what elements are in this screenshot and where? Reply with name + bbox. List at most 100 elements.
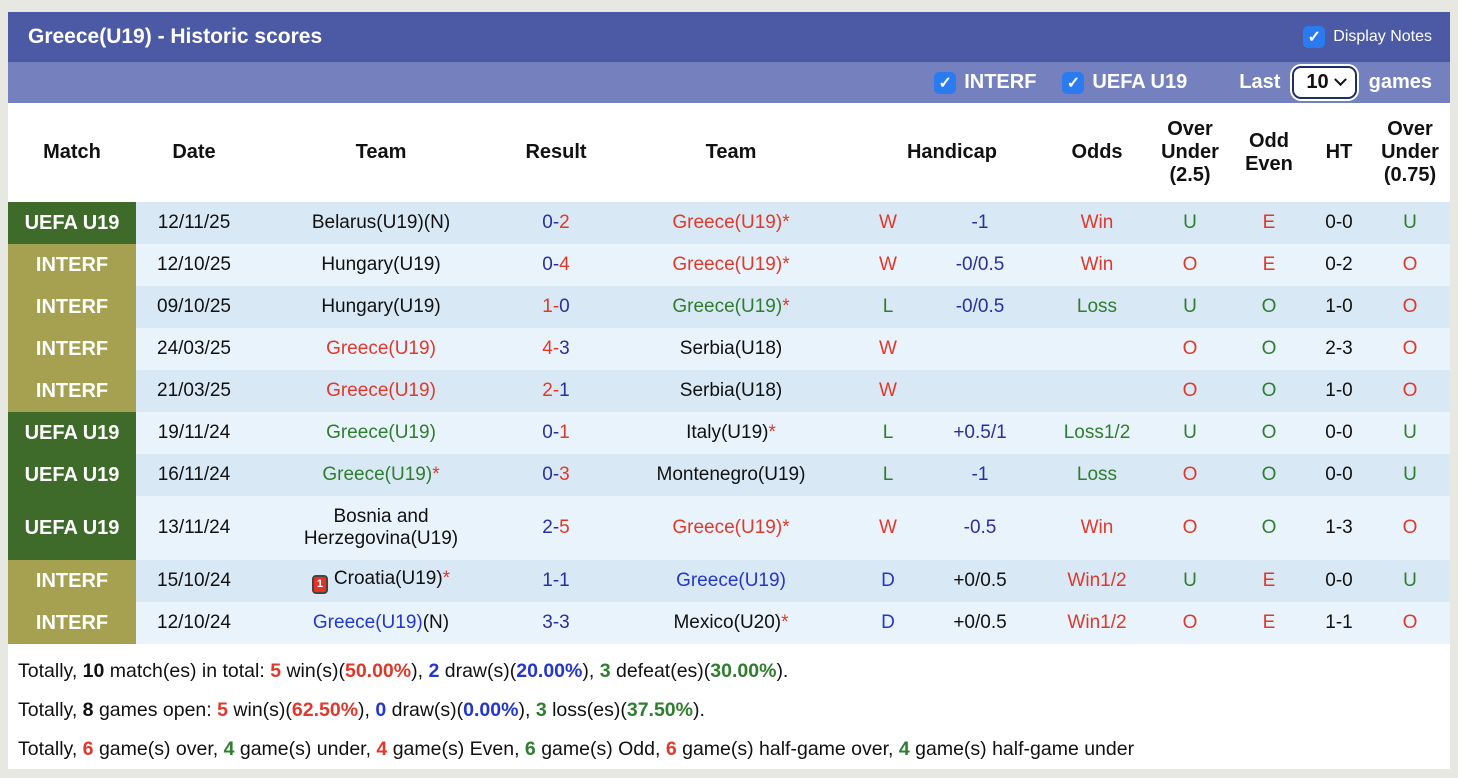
header-odd-even: Odd Even (1230, 103, 1308, 202)
odds-result: Win1/2 (1044, 602, 1150, 644)
header-over-under-25: Over Under (2.5) (1150, 103, 1230, 202)
result-cell: 0-4 (510, 244, 602, 286)
home-score: 1 (542, 570, 553, 591)
away-team-cell: Montenegro(U19) (602, 454, 860, 496)
home-score: 4 (542, 338, 553, 359)
away-team-link[interactable]: Greece(U19) (676, 570, 786, 591)
filter-interf-toggle[interactable]: ✓ INTERF (934, 71, 1036, 94)
match-date: 12/10/24 (136, 602, 252, 644)
score-dash: - (552, 422, 560, 443)
away-team-cell: Greece(U19)* (602, 496, 860, 560)
home-score: 2 (542, 380, 553, 401)
summary-segment: games open: (93, 699, 218, 721)
home-score: 2 (542, 517, 553, 538)
away-team-link[interactable]: Serbia(U18) (679, 380, 783, 401)
home-team-link[interactable]: Greece(U19) (326, 338, 436, 359)
match-date: 09/10/25 (136, 286, 252, 328)
away-team-suffix: * (782, 296, 790, 317)
away-team-link[interactable]: Mexico(U20) (673, 612, 782, 633)
table-row: INTERF 24/03/25 Greece(U19) 4-3 Serbia(U… (8, 328, 1450, 370)
odd-even-value: O (1230, 454, 1308, 496)
home-score: 0 (542, 212, 553, 233)
home-score: 1 (542, 296, 553, 317)
away-team-link[interactable]: Greece(U19) (672, 296, 783, 317)
home-team-link[interactable]: Hungary(U19) (321, 254, 441, 275)
home-team-suffix: (N) (422, 612, 450, 633)
filter-uefa-toggle[interactable]: ✓ UEFA U19 (1062, 71, 1187, 94)
result-cell: 0-1 (510, 412, 602, 454)
away-team-cell: Mexico(U20)* (602, 602, 860, 644)
away-team-link[interactable]: Greece(U19) (672, 254, 783, 275)
home-team-link[interactable]: Greece(U19) (326, 380, 436, 401)
odd-even-value: E (1230, 244, 1308, 286)
handicap-result-letter: D (860, 560, 916, 602)
summary-segment: 30.00% (710, 660, 777, 682)
home-team-link[interactable]: Hungary(U19) (321, 296, 441, 317)
score-dash: - (552, 212, 560, 233)
over-under-25-value: U (1150, 560, 1230, 602)
summary-segment: game(s) half-game under (909, 738, 1135, 760)
away-team-link[interactable]: Greece(U19) (672, 517, 783, 538)
games-count-select[interactable]: 10 (1292, 66, 1357, 99)
away-team-link[interactable]: Montenegro(U19) (656, 464, 806, 485)
summary-segment: draw(s)( (386, 699, 464, 721)
summary-line-open: Totally, 8 games open: 5 win(s)(62.50%),… (18, 691, 1450, 730)
interf-checkbox-icon[interactable]: ✓ (934, 71, 957, 94)
display-notes-checkbox-icon[interactable]: ✓ (1303, 26, 1326, 48)
handicap-value: +0.5/1 (916, 412, 1044, 454)
table-row: INTERF 15/10/24 1 Croatia(U19)* 1-1 Greec… (8, 560, 1450, 602)
home-team-link[interactable]: Greece(U19) (326, 422, 436, 443)
handicap-result-letter: D (860, 602, 916, 644)
summary-line-over-under: Totally, 6 game(s) over, 4 game(s) under… (18, 730, 1450, 769)
result-cell: 4-3 (510, 328, 602, 370)
odds-result: Win (1044, 202, 1150, 244)
home-team-link[interactable]: Greece(U19) (312, 612, 423, 633)
home-team-link[interactable]: Bosnia and Herzegovina(U19) (303, 506, 459, 549)
away-score: 1 (559, 380, 570, 401)
home-team-link[interactable]: Croatia(U19) (333, 568, 443, 589)
handicap-result-letter: L (860, 286, 916, 328)
league-badge: INTERF (8, 560, 136, 602)
home-team-cell: Greece(U19)* (252, 454, 510, 496)
score-dash: - (552, 464, 560, 485)
table-header-row: Match Date Team Result Team Handicap Odd… (8, 103, 1450, 202)
summary-segment: 4 (898, 738, 910, 760)
ht-score: 0-0 (1308, 560, 1370, 602)
league-badge: UEFA U19 (8, 454, 136, 496)
handicap-result-letter: L (860, 454, 916, 496)
home-team-suffix: * (442, 568, 451, 589)
odds-result: Loss1/2 (1044, 412, 1150, 454)
header-handicap: Handicap (860, 103, 1044, 202)
summary-segment: 62.50% (291, 699, 359, 721)
handicap-value: -1 (916, 454, 1044, 496)
summary-segment: win(s)( (281, 660, 345, 682)
home-team-link[interactable]: Belarus(U19)(N) (311, 212, 451, 233)
ht-score: 0-2 (1308, 244, 1370, 286)
summary-segment: draw(s)( (439, 660, 517, 682)
display-notes-toggle[interactable]: ✓ Display Notes (1303, 26, 1432, 48)
summary-segment: ), (518, 699, 536, 721)
result-cell: 1-1 (510, 560, 602, 602)
home-team-link[interactable]: Greece(U19) (322, 464, 433, 485)
uefa-checkbox-icon[interactable]: ✓ (1062, 71, 1085, 94)
odd-even-value: O (1230, 496, 1308, 560)
header-result: Result (510, 103, 602, 202)
away-team-cell: Italy(U19)* (602, 412, 860, 454)
away-team-link[interactable]: Italy(U19) (686, 422, 769, 443)
ht-score: 1-0 (1308, 370, 1370, 412)
over-under-075-value: O (1370, 370, 1450, 412)
summary-segment: win(s)( (227, 699, 292, 721)
away-team-suffix: * (782, 212, 790, 233)
ht-score: 1-0 (1308, 286, 1370, 328)
away-team-cell: Greece(U19) (602, 560, 860, 602)
last-label: Last (1239, 71, 1281, 93)
away-team-link[interactable]: Greece(U19) (672, 212, 783, 233)
home-team-cell: Hungary(U19) (252, 244, 510, 286)
result-cell: 2-1 (510, 370, 602, 412)
table-row: UEFA U19 16/11/24 Greece(U19)* 0-3 Monte… (8, 454, 1450, 496)
league-badge: INTERF (8, 328, 136, 370)
games-label: games (1368, 71, 1432, 93)
home-team-cell: Bosnia and Herzegovina(U19) (252, 496, 510, 560)
away-team-link[interactable]: Serbia(U18) (679, 338, 783, 359)
summary-segment: 6 (665, 738, 677, 760)
